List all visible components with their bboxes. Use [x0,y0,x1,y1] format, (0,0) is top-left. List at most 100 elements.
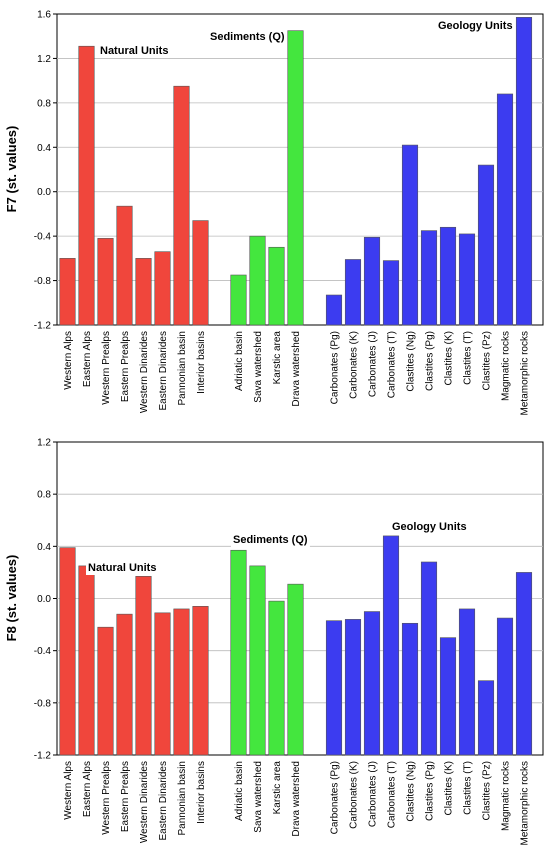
y-tick-label: 1.6 [37,10,51,21]
bar-eastern-prealps [116,613,133,756]
group-label: Geology Units [392,521,467,533]
bar-interior-basins [192,220,209,326]
bar-clastites-pg [420,230,438,326]
x-tick-label: Western Dinarides [139,331,150,413]
x-tick-label: Clastites (T) [463,761,474,815]
bar-pannonian-basin [173,608,190,756]
y-tick-label: -0.4 [34,646,52,657]
x-tick-label: Western Dinarides [139,761,150,843]
y-tick-label: 0.4 [37,143,51,154]
bar-carbonates-pg [325,294,343,326]
x-tick-label: Clastites (Pg) [425,761,436,821]
group-label-bg [231,533,310,547]
bar-clastites-k [439,637,457,756]
y-tick-label: 1.2 [37,54,51,65]
x-tick-label: Pannonian basin [177,331,188,406]
y-tick-label: -1.2 [34,321,52,332]
x-tick-label: Western Prealps [101,761,112,835]
group-label-bg [436,19,515,33]
x-tick-label: Metamorphic rocks [520,331,531,415]
x-tick-label: Western Alps [63,331,74,390]
x-tick-label: Clastites (K) [444,761,455,815]
bar-eastern-dinarides [154,251,171,326]
bar-karstic-area [268,600,285,756]
x-tick-label: Clastites (T) [463,331,474,385]
x-tick-label: Karstic area [272,331,283,385]
bar-western-prealps [97,238,114,326]
x-tick-label: Eastern Alps [82,761,93,817]
bar-clastites-t [458,233,476,326]
y-tick-label: 1.2 [37,438,51,449]
x-tick-label: Eastern Dinarides [158,761,169,840]
x-tick-label: Sava watershed [253,331,264,403]
chart-1: -1.2 -0.8 -0.4 0.0 0.4 0.8 1.2 1.6 F7 (st. value… [4,10,544,415]
group-label: Natural Units [100,45,168,57]
y-tick-label: -0.8 [34,276,52,287]
bar-drava-watershed [287,30,304,326]
bar-adriatic-basin [230,549,247,756]
x-tick-label: Clastites (Ng) [406,761,417,822]
y-tick-label: 0.0 [37,187,51,198]
x-tick-label: Adriatic basin [234,331,245,391]
x-tick-label: Drava watershed [291,761,302,837]
bar-clastites-pg [420,561,438,756]
y-axis-label: F8 (st. values) [4,555,19,642]
bar-pannonian-basin [173,85,190,326]
x-tick-label: Carbonates (Pg) [330,331,341,404]
x-tick-label: Clastites (K) [444,331,455,385]
bar-carbonates-pg [325,620,343,756]
x-tick-label: Carbonates (T) [387,331,398,398]
y-tick-label: -1.2 [34,751,52,762]
x-tick-label: Interior basins [196,331,207,394]
x-tick-label: Western Prealps [101,331,112,405]
bar-carbonates-j [363,611,381,756]
bar-eastern-alps [78,45,95,326]
group-label: Natural Units [88,562,156,574]
x-tick-label: Carbonates (J) [368,761,379,827]
group-label: Geology Units [438,20,513,32]
y-tick-label: 0.8 [37,490,51,501]
group-label-bg [98,44,171,58]
bar-western-dinarides [135,576,152,756]
bar-sava-watershed [249,565,266,756]
x-tick-label: Carbonates (J) [368,331,379,397]
bar-metamorphic-rocks [515,17,533,326]
bar-clastites-t [458,608,476,756]
bar-carbonates-t [382,260,400,326]
group-label-bg [208,30,287,44]
y-tick-label: -0.4 [34,232,52,243]
x-tick-label: Pannonian basin [177,761,188,836]
x-tick-label: Clastites (Pz) [482,331,493,390]
bar-eastern-dinarides [154,612,171,756]
x-tick-label: Carbonates (Pg) [330,761,341,834]
x-tick-label: Adriatic basin [234,761,245,821]
bar-clastites-ng [401,144,419,326]
x-tick-label: Interior basins [196,761,207,824]
bar-carbonates-t [382,535,400,756]
bar-clastites-k [439,226,457,326]
group-label-bg [86,561,159,575]
bar-western-alps [59,258,76,326]
bar-clastites-ng [401,622,419,756]
bar-drava-watershed [287,583,304,756]
x-tick-label: Carbonates (K) [349,761,360,829]
bar-eastern-alps [78,565,95,756]
y-tick-label: 0.8 [37,98,51,109]
bar-clastites-pz [477,680,495,756]
bar-carbonates-k [344,259,362,326]
bar-sava-watershed [249,235,266,326]
group-label-bg [390,520,469,534]
chart-2: -1.2 -0.8 -0.4 0.0 0.4 0.8 1.2 F8 (st. values) W… [4,438,544,845]
x-tick-label: Western Alps [63,761,74,820]
bar-magmatic-rocks [496,93,514,326]
bar-western-alps [59,547,76,756]
x-tick-label: Eastern Prealps [120,761,131,832]
x-tick-label: Carbonates (T) [387,761,398,828]
x-tick-label: Eastern Dinarides [158,331,169,410]
x-tick-label: Clastites (Pg) [425,331,436,391]
x-tick-label: Eastern Alps [82,331,93,387]
y-axis-label: F7 (st. values) [4,126,19,213]
bar-magmatic-rocks [496,617,514,756]
x-tick-label: Karstic area [272,761,283,815]
